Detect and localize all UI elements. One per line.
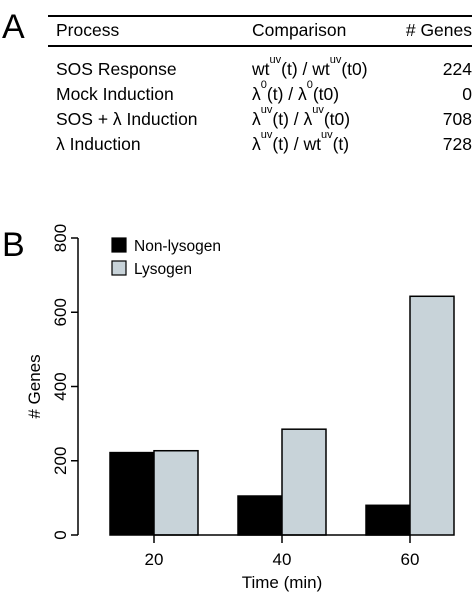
header-comparison: Comparison — [252, 15, 392, 47]
table-row: λ Induction λuv(t) / wtuv(t) 728 — [48, 129, 472, 157]
y-tick-label: 200 — [51, 447, 70, 475]
comparison-superscript: uv — [269, 54, 282, 66]
panel-a-label: A — [2, 8, 25, 46]
comparison-text: λ — [252, 84, 261, 104]
comparison-superscript: uv — [329, 54, 342, 66]
comparison-cell: wtuv(t) / wtuv(t0) — [252, 46, 392, 82]
comparison-cell: λ0(t) / λ0(t0) — [252, 79, 392, 107]
bar-lysogen-60 — [409, 295, 455, 536]
comparison-text: (t) / wt — [281, 59, 330, 79]
legend-swatch-non-lysogen — [111, 237, 127, 253]
y-tick-label: 600 — [51, 298, 70, 326]
header-genes: # Genes — [392, 15, 472, 47]
x-tick-label: 40 — [273, 550, 292, 569]
comparison-superscript: uv — [312, 104, 324, 116]
process-cell: SOS + λ Induction — [56, 109, 198, 129]
comparison-text: (t) / wt — [272, 134, 321, 154]
comparison-superscript: uv — [320, 129, 333, 141]
comparison-text: (t0) — [312, 84, 340, 104]
process-cell: λ Induction — [56, 134, 141, 154]
comparison-text: λ — [252, 109, 261, 129]
bar-non-lysogen-20 — [109, 451, 155, 536]
legend-label: Lysogen — [134, 261, 192, 278]
genes-table: Process Comparison # Genes SOS Response … — [48, 15, 472, 157]
table-row: Mock Induction λ0(t) / λ0(t0) 0 — [48, 79, 472, 107]
comparison-cell: λuv(t) / λuv(t0) — [252, 104, 392, 132]
bar-lysogen-40 — [281, 428, 327, 536]
bar-non-lysogen-40 — [237, 495, 283, 536]
genes-bar-chart: 0 200 400 600 800 # Genes 20 40 60 Time (min) Non-… — [25, 224, 455, 592]
y-tick-label: 800 — [51, 224, 70, 252]
process-cell: SOS Response — [56, 59, 177, 79]
comparison-text: wt — [252, 59, 270, 79]
panel-b-label: B — [2, 226, 25, 264]
comparison-superscript: 0 — [260, 79, 267, 91]
comparison-cell: λuv(t) / wtuv(t) — [252, 129, 392, 157]
y-axis-label: # Genes — [25, 354, 44, 418]
legend-swatch-lysogen — [111, 260, 127, 276]
comparison-text: (t) — [332, 134, 350, 154]
genes-cell: 728 — [442, 134, 472, 154]
comparison-text: (t0) — [323, 109, 351, 129]
legend-label: Non-lysogen — [134, 238, 221, 255]
table-row: SOS + λ Induction λuv(t) / λuv(t0) 708 — [48, 104, 472, 132]
genes-cell: 0 — [462, 84, 472, 104]
comparison-text: λ — [252, 134, 261, 154]
x-tick-label: 20 — [145, 550, 164, 569]
genes-cell: 708 — [442, 109, 472, 129]
comparison-text: (t0) — [341, 59, 368, 79]
comparison-text: (t) / λ — [272, 109, 313, 129]
comparison-superscript: uv — [260, 129, 273, 141]
header-process: Process — [48, 15, 252, 47]
x-tick-label: 60 — [401, 550, 420, 569]
y-tick-label: 400 — [51, 372, 70, 400]
y-tick-label: 0 — [51, 530, 70, 539]
process-cell: Mock Induction — [56, 84, 174, 104]
bar-non-lysogen-60 — [365, 504, 411, 536]
genes-cell: 224 — [442, 59, 472, 79]
table-row: SOS Response wtuv(t) / wtuv(t0) 224 — [48, 46, 472, 82]
comparison-superscript: uv — [260, 104, 273, 116]
bar-lysogen-20 — [153, 449, 199, 536]
comparison-text: (t) / λ — [266, 84, 307, 104]
x-axis-label: Time (min) — [242, 573, 323, 592]
table-header-row: Process Comparison # Genes — [48, 15, 472, 47]
comparison-superscript: 0 — [306, 79, 313, 91]
